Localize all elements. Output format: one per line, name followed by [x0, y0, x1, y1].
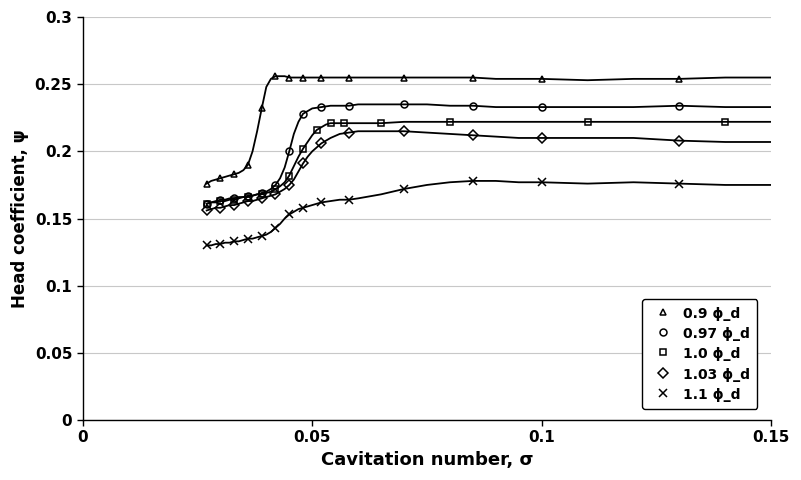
1.0 ϕ_d — [376, 120, 386, 126]
1.1 ϕ_d — [399, 186, 409, 192]
0.9 ϕ_d — [271, 73, 280, 79]
0.97 ϕ_d — [202, 201, 211, 206]
0.97 ϕ_d — [674, 103, 684, 108]
1.0 ϕ_d — [229, 197, 239, 203]
1.03 ϕ_d — [257, 195, 267, 201]
0.9 ϕ_d — [674, 76, 684, 82]
0.97 ϕ_d — [215, 197, 225, 203]
0.97 ϕ_d — [271, 182, 280, 188]
1.0 ϕ_d — [257, 192, 267, 197]
0.97 ϕ_d — [537, 104, 546, 110]
1.03 ϕ_d — [215, 205, 225, 211]
0.9 ϕ_d — [344, 75, 354, 81]
1.03 ϕ_d — [316, 141, 326, 146]
0.9 ϕ_d — [229, 171, 239, 177]
Line: 0.97 ϕ_d: 0.97 ϕ_d — [203, 101, 683, 207]
0.9 ϕ_d — [468, 75, 477, 81]
1.03 ϕ_d — [468, 132, 477, 138]
0.97 ϕ_d — [244, 193, 253, 199]
Y-axis label: Head coefficient, ψ: Head coefficient, ψ — [11, 129, 29, 308]
1.1 ϕ_d — [674, 181, 684, 187]
1.03 ϕ_d — [229, 202, 239, 208]
1.03 ϕ_d — [399, 128, 409, 134]
1.1 ϕ_d — [215, 241, 225, 247]
1.03 ϕ_d — [298, 161, 308, 167]
1.0 ϕ_d — [340, 120, 349, 126]
Line: 1.0 ϕ_d: 1.0 ϕ_d — [203, 119, 729, 207]
1.03 ϕ_d — [271, 192, 280, 197]
1.0 ϕ_d — [271, 186, 280, 192]
1.03 ϕ_d — [537, 135, 546, 141]
1.1 ϕ_d — [344, 197, 354, 203]
1.1 ϕ_d — [316, 200, 326, 205]
0.9 ϕ_d — [244, 162, 253, 168]
1.03 ϕ_d — [284, 182, 294, 188]
1.03 ϕ_d — [244, 198, 253, 204]
0.97 ϕ_d — [284, 148, 294, 154]
1.0 ϕ_d — [215, 198, 225, 204]
0.97 ϕ_d — [399, 101, 409, 107]
1.1 ϕ_d — [202, 242, 211, 248]
1.0 ϕ_d — [720, 119, 730, 125]
1.0 ϕ_d — [583, 119, 593, 125]
0.97 ϕ_d — [298, 111, 308, 117]
Line: 1.1 ϕ_d: 1.1 ϕ_d — [203, 177, 683, 250]
1.1 ϕ_d — [257, 233, 267, 239]
0.9 ϕ_d — [537, 76, 546, 82]
1.1 ϕ_d — [244, 236, 253, 241]
Line: 1.03 ϕ_d: 1.03 ϕ_d — [203, 128, 683, 214]
1.1 ϕ_d — [298, 205, 308, 211]
1.03 ϕ_d — [674, 138, 684, 144]
0.9 ϕ_d — [399, 75, 409, 81]
1.1 ϕ_d — [468, 178, 477, 184]
Legend: 0.9 ϕ_d, 0.97 ϕ_d, 1.0 ϕ_d, 1.03 ϕ_d, 1.1 ϕ_d: 0.9 ϕ_d, 0.97 ϕ_d, 1.0 ϕ_d, 1.03 ϕ_d, 1.… — [642, 299, 758, 409]
0.9 ϕ_d — [298, 75, 308, 81]
0.97 ϕ_d — [257, 190, 267, 196]
1.03 ϕ_d — [202, 207, 211, 213]
0.9 ϕ_d — [316, 75, 326, 81]
0.9 ϕ_d — [257, 106, 267, 111]
1.0 ϕ_d — [244, 194, 253, 200]
1.0 ϕ_d — [284, 173, 294, 179]
1.0 ϕ_d — [202, 201, 211, 206]
Line: 0.9 ϕ_d: 0.9 ϕ_d — [203, 72, 683, 187]
1.1 ϕ_d — [271, 225, 280, 231]
1.1 ϕ_d — [229, 239, 239, 244]
1.1 ϕ_d — [284, 212, 294, 217]
0.9 ϕ_d — [284, 75, 294, 81]
1.0 ϕ_d — [298, 146, 308, 152]
1.1 ϕ_d — [537, 180, 546, 185]
0.9 ϕ_d — [215, 175, 225, 181]
0.97 ϕ_d — [344, 103, 354, 108]
0.97 ϕ_d — [468, 103, 477, 108]
0.97 ϕ_d — [316, 104, 326, 110]
0.97 ϕ_d — [229, 195, 239, 201]
0.9 ϕ_d — [202, 181, 211, 187]
1.03 ϕ_d — [344, 130, 354, 135]
1.0 ϕ_d — [312, 127, 322, 133]
1.0 ϕ_d — [326, 120, 336, 126]
1.0 ϕ_d — [445, 119, 455, 125]
X-axis label: Cavitation number, σ: Cavitation number, σ — [320, 451, 533, 469]
